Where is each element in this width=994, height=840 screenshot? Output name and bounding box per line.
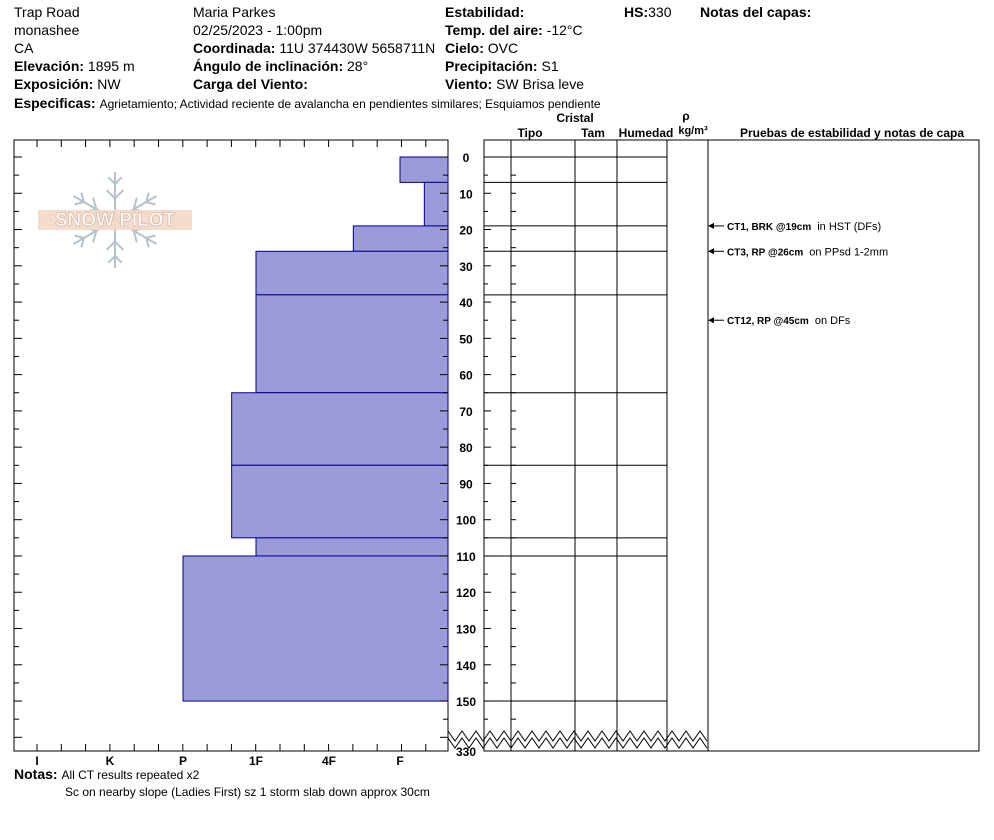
- snow-height: HS:330: [624, 4, 672, 20]
- location: Trap Road: [14, 4, 80, 20]
- col-type: Tipo: [517, 126, 542, 140]
- hardness-bar-6: [231, 464, 449, 539]
- hardness-label-P: P: [179, 754, 187, 768]
- hardness-bar-0: [399, 156, 449, 183]
- stability-test-0: CT1, BRK @19cm in HST (DFs): [708, 221, 881, 233]
- depth-label-20: 20: [459, 224, 473, 238]
- region: monashee: [14, 22, 80, 38]
- depth-label-40: 40: [459, 296, 473, 310]
- wind-loading: Carga del Viento:: [193, 76, 308, 92]
- col-tests: Pruebas de estabilidad y notas de capa: [740, 126, 964, 140]
- state: CA: [14, 40, 34, 56]
- hardness-label-4F: 4F: [322, 754, 336, 768]
- hardness-label-1F: 1F: [249, 754, 263, 768]
- col-size: Tam: [581, 126, 605, 140]
- depth-axis: 0 10 20 30 40 50 60 70 80 90 100 110 120 130 140 150 330: [456, 151, 476, 759]
- depth-label-30: 30: [459, 260, 473, 274]
- snowpilot-logo: SNOW PILOT: [38, 172, 192, 268]
- hardness-label-F: F: [396, 754, 403, 768]
- depth-label-50: 50: [459, 332, 473, 346]
- depth-label-60: 60: [459, 369, 473, 383]
- precipitation: Precipitación: S1: [445, 58, 559, 74]
- elevation: Elevación: 1895 m: [14, 58, 135, 74]
- sky: Cielo: OVC: [445, 40, 519, 56]
- crystal-table-frame: [483, 139, 709, 752]
- notes: Notas: All CT results repeated x2 Sc on …: [14, 766, 430, 799]
- hardness-bar-7: [255, 537, 449, 557]
- hardness-bar-1: [423, 181, 449, 227]
- depth-label-130: 130: [456, 623, 476, 637]
- col-density-unit: kg/m³: [678, 125, 708, 137]
- depth-label-100: 100: [456, 514, 476, 528]
- depth-label-0: 0: [463, 151, 470, 165]
- slope-angle: Ángulo de inclinación: 28°: [193, 58, 369, 74]
- hardness-bars: [182, 156, 449, 702]
- depth-label-80: 80: [459, 441, 473, 455]
- stability: Estabilidad:: [445, 4, 525, 20]
- depth-break-line-2: [447, 737, 708, 749]
- hardness-bar-8: [182, 555, 449, 702]
- tests-column-frame: [707, 139, 980, 752]
- depth-break-label: 330: [456, 745, 476, 759]
- wind: Viento: SW Brisa leve: [445, 76, 585, 92]
- depth-label-10: 10: [459, 187, 473, 201]
- col-rho: ρ: [682, 109, 689, 123]
- depth-label-70: 70: [459, 405, 473, 419]
- depth-label-90: 90: [459, 477, 473, 491]
- depth-label-140: 140: [456, 659, 476, 673]
- col-moisture: Humedad: [619, 126, 674, 140]
- table-ticks: [484, 156, 516, 720]
- logo-text: SNOW PILOT: [55, 210, 176, 231]
- layer-notes-label: Notas del capas:: [700, 4, 812, 20]
- aspect: Exposición: NW: [14, 76, 121, 92]
- observer: Maria Parkes: [193, 4, 276, 20]
- hardness-bar-3: [255, 250, 449, 296]
- coordinate: Coordinada: 11U 374430W 5658711N: [193, 40, 436, 56]
- hardness-label-K: K: [106, 754, 115, 768]
- hardness-label-I: I: [35, 754, 38, 768]
- col-crystal: Cristal: [556, 111, 593, 125]
- stability-test-1: CT3, RP @26cm on PPsd 1-2mm: [708, 246, 888, 258]
- depth-break-line: [447, 730, 708, 742]
- hardness-bar-4: [255, 294, 449, 394]
- depth-label-120: 120: [456, 586, 476, 600]
- depth-label-110: 110: [456, 550, 476, 564]
- datetime: 02/25/2023 - 1:00pm: [193, 22, 323, 38]
- depth-label-150: 150: [456, 695, 476, 709]
- air-temperature: Temp. del aire: -12°C: [445, 22, 583, 38]
- hardness-ticks: I K P 1F 4F F: [14, 140, 448, 768]
- hardness-bar-5: [231, 392, 449, 466]
- specifics: Especificas: Agrietamiento; Actividad re…: [14, 95, 601, 111]
- stability-tests: CT1, BRK @19cm in HST (DFs) CT3, RP @26cm o…: [708, 221, 888, 327]
- hardness-bar-2: [352, 225, 449, 252]
- stability-test-2: CT12, RP @45cm on DFs: [708, 315, 851, 327]
